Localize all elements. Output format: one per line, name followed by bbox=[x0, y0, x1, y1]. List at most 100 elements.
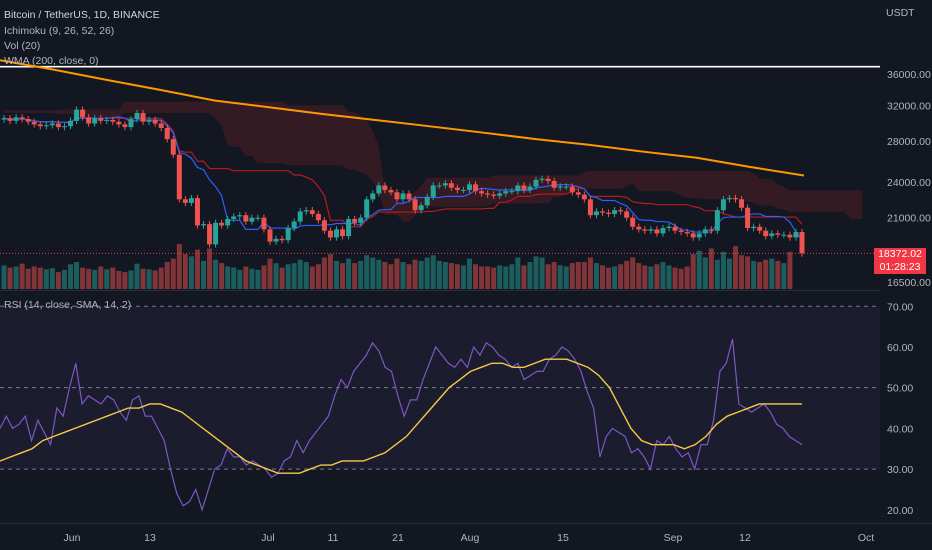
volume-bar bbox=[702, 257, 708, 289]
candle-body bbox=[436, 185, 442, 187]
candle-body bbox=[467, 184, 472, 190]
candle-body bbox=[364, 199, 370, 218]
candle-body bbox=[267, 229, 273, 242]
volume-bar bbox=[164, 262, 170, 289]
rsi-tick-label: 50.00 bbox=[887, 383, 913, 395]
price-tick-label: 21000.00 bbox=[887, 213, 931, 225]
wma-line bbox=[0, 59, 805, 177]
volume-bar bbox=[593, 263, 599, 289]
volume-bar bbox=[467, 258, 472, 289]
volume-bar bbox=[43, 269, 49, 289]
volume-bar bbox=[521, 265, 527, 289]
volume-bar bbox=[340, 263, 346, 289]
volume-bar bbox=[473, 264, 479, 289]
volume-bar bbox=[352, 263, 358, 289]
candle-body bbox=[726, 198, 732, 200]
volume-bar bbox=[769, 258, 775, 289]
volume-bar bbox=[642, 265, 648, 289]
candle-body bbox=[793, 232, 799, 238]
volume-bar bbox=[122, 272, 128, 289]
volume-bar bbox=[442, 262, 448, 289]
price-tick-label: 16500.00 bbox=[887, 277, 931, 289]
volume-bar bbox=[358, 260, 364, 289]
candle-body bbox=[418, 205, 424, 211]
volume-bar bbox=[587, 257, 593, 289]
candle-body bbox=[37, 124, 43, 127]
indicator-volume-label[interactable]: Vol (20) bbox=[4, 40, 41, 52]
candle-body bbox=[231, 216, 237, 219]
candle-body bbox=[55, 123, 61, 128]
volume-bar bbox=[400, 262, 406, 289]
volume-bar bbox=[188, 256, 194, 289]
candle-body bbox=[285, 228, 291, 241]
candle-body bbox=[563, 186, 569, 188]
candle-body bbox=[291, 221, 297, 229]
candle-body bbox=[624, 211, 630, 218]
candle-body bbox=[74, 109, 80, 121]
candle-body bbox=[527, 186, 533, 190]
volume-bar bbox=[648, 266, 654, 289]
candle-body bbox=[733, 198, 738, 200]
candle-body bbox=[757, 226, 763, 231]
volume-bar bbox=[176, 244, 182, 289]
volume-bar bbox=[152, 270, 158, 289]
volume-bar bbox=[346, 258, 352, 289]
volume-bar bbox=[388, 264, 394, 289]
price-tick-label: 24000.00 bbox=[887, 177, 931, 189]
indicator-wma-label[interactable]: WMA (200, close, 0) bbox=[4, 55, 99, 67]
candle-body bbox=[787, 234, 793, 238]
candle-body bbox=[448, 183, 454, 188]
candle-body bbox=[303, 210, 309, 212]
candle-body bbox=[1, 118, 7, 120]
rsi-tick-label: 40.00 bbox=[887, 423, 913, 435]
candle-body bbox=[587, 199, 593, 216]
volume-bar bbox=[618, 264, 624, 289]
candle-body bbox=[569, 186, 575, 193]
candle-body bbox=[533, 179, 539, 187]
candle-body bbox=[412, 199, 418, 211]
candle-body bbox=[442, 183, 448, 186]
candle-body bbox=[110, 119, 116, 122]
currency-label: USDT bbox=[886, 7, 915, 19]
candle-body bbox=[720, 199, 726, 211]
candle-body bbox=[43, 125, 49, 127]
volume-bar bbox=[430, 255, 436, 289]
volume-bar bbox=[86, 268, 92, 289]
pane-separator bbox=[0, 290, 880, 291]
volume-bar bbox=[92, 269, 98, 289]
candle-body bbox=[98, 118, 104, 121]
candle-body bbox=[340, 229, 346, 237]
chart-title: Bitcoin / TetherUS, 1D, BINANCE bbox=[4, 9, 160, 21]
volume-bar bbox=[13, 266, 19, 289]
rsi-title[interactable]: RSI (14, close, SMA, 14, 2) bbox=[4, 299, 132, 311]
candle-body bbox=[714, 210, 720, 231]
volume-bar bbox=[678, 268, 684, 289]
candle-body bbox=[654, 229, 660, 234]
candle-body bbox=[424, 196, 430, 206]
volume-bar bbox=[672, 267, 678, 289]
volume-bar bbox=[575, 262, 581, 289]
candle-body bbox=[678, 230, 684, 233]
volume-bar bbox=[714, 259, 720, 289]
volume-bar bbox=[61, 269, 67, 289]
rsi-ma-line bbox=[0, 358, 802, 474]
candle-body bbox=[68, 120, 73, 127]
volume-bar bbox=[624, 260, 630, 289]
indicator-ichimoku-label[interactable]: Ichimoku (9, 26, 52, 26) bbox=[4, 25, 115, 37]
volume-bar bbox=[68, 264, 73, 289]
volume-bar bbox=[515, 257, 521, 289]
candle-body bbox=[648, 229, 654, 231]
volume-bar bbox=[551, 262, 557, 289]
candle-body bbox=[618, 210, 624, 212]
volume-bar bbox=[297, 259, 303, 289]
volume-bar bbox=[170, 258, 176, 289]
candle-body bbox=[176, 154, 182, 200]
candle-body bbox=[781, 234, 787, 236]
candle-body bbox=[612, 210, 618, 214]
volume-bar bbox=[479, 266, 485, 289]
time-axis-label: Aug bbox=[461, 532, 480, 544]
volume-bar bbox=[140, 268, 146, 289]
candle-body bbox=[219, 222, 225, 226]
candle-body bbox=[273, 238, 279, 242]
